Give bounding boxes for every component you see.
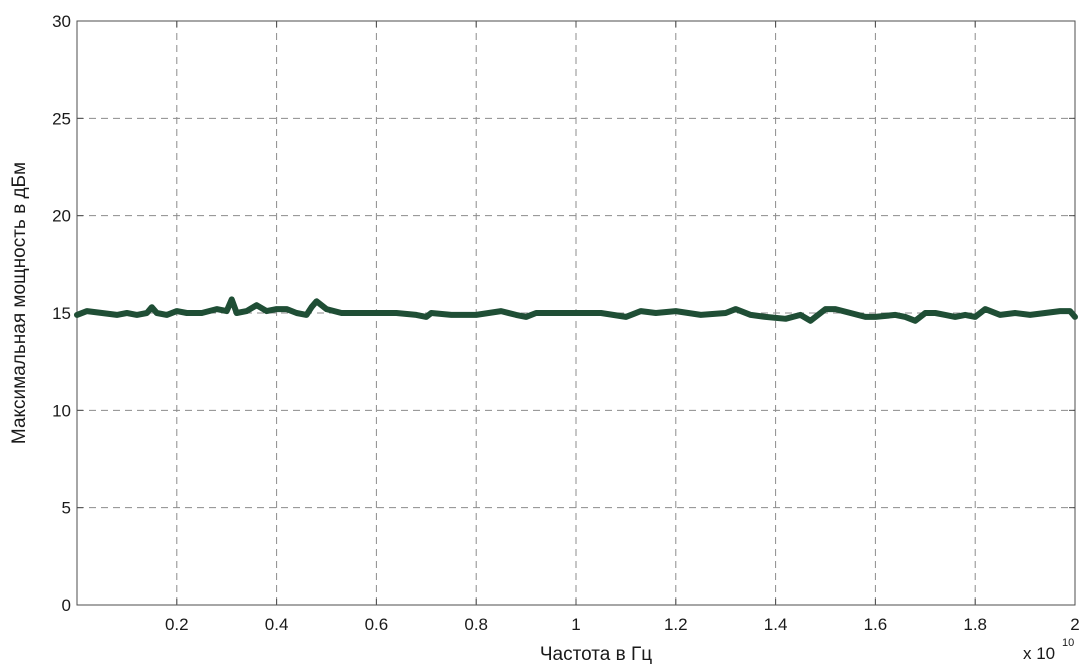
x-axis-label: Частота в Гц <box>540 644 652 664</box>
y-tick-label: 15 <box>52 304 71 323</box>
x-tick-label: 1 <box>571 615 580 634</box>
x-tick-label: 2 <box>1070 615 1079 634</box>
x-tick-label: 1.4 <box>764 615 788 634</box>
y-tick-label: 25 <box>52 109 71 128</box>
x-tick-label: 0.6 <box>365 615 389 634</box>
series-line <box>74 296 1078 324</box>
y-tick-label: 5 <box>62 499 71 518</box>
x-axis-exponent: x 10 <box>1023 644 1055 663</box>
x-tick-label: 1.8 <box>963 615 987 634</box>
x-tick-label: 1.2 <box>664 615 688 634</box>
y-axis-label: Максимальная мощность в дБм <box>9 162 30 444</box>
y-tick-label: 10 <box>52 401 71 420</box>
y-tick-label: 30 <box>52 12 71 31</box>
x-tick-label: 1.6 <box>864 615 888 634</box>
series-layer <box>74 296 1078 324</box>
y-tick-label: 0 <box>62 596 71 615</box>
x-axis-exponent-power: 10 <box>1062 637 1074 649</box>
y-tick-label: 20 <box>52 207 71 226</box>
x-tick-label: 0.4 <box>265 615 289 634</box>
x-tick-label: 0.8 <box>464 615 488 634</box>
x-tick-label: 0.2 <box>165 615 189 634</box>
